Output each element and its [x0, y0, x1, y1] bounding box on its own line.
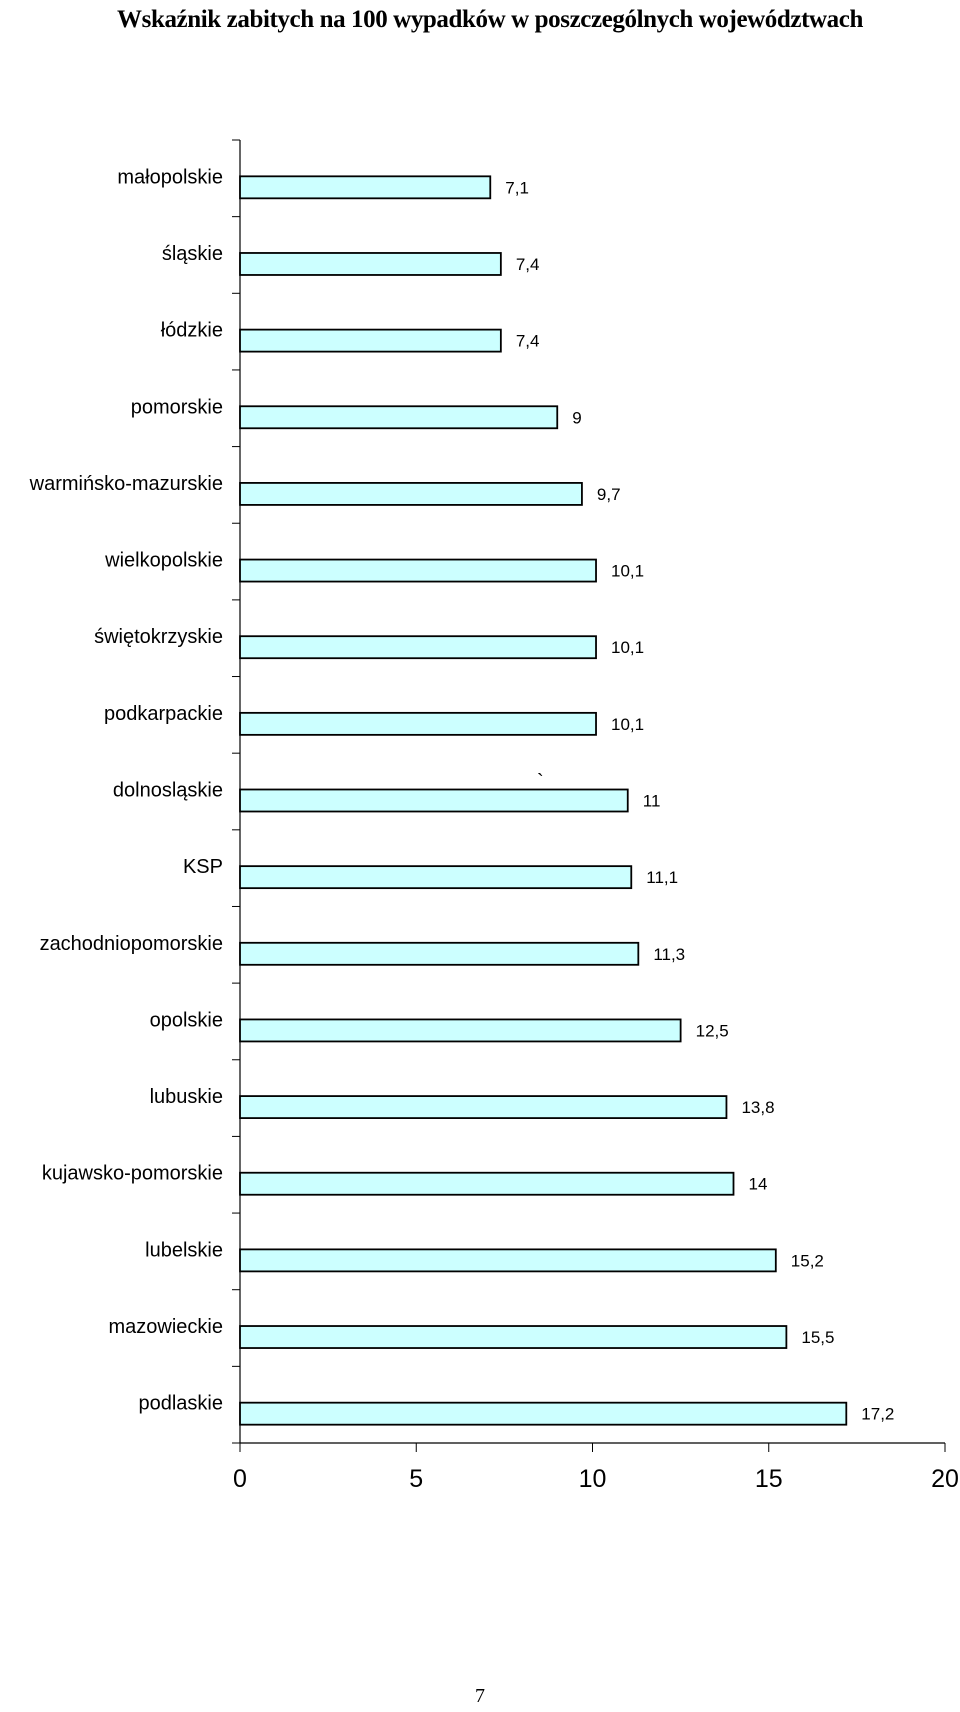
chart-bars [239, 175, 848, 1426]
category-label: kujawsko-pomorskie [42, 1163, 223, 1185]
category-label: zachodniopomorskie [40, 933, 223, 955]
category-label: podlaskie [138, 1393, 223, 1415]
category-label: wielkopolskie [104, 550, 223, 572]
page-number: 7 [475, 1685, 485, 1707]
bar [239, 328, 502, 353]
value-label: 7,4 [516, 332, 540, 351]
bar [239, 635, 597, 660]
category-label: warmińsko-mazurskie [29, 473, 223, 495]
value-label: 9,7 [597, 485, 621, 504]
bar [239, 1325, 788, 1349]
value-label: 10,1 [611, 638, 644, 657]
bar [239, 1171, 735, 1196]
x-tick-label: 0 [233, 1465, 247, 1493]
value-label: 10,1 [611, 715, 644, 734]
x-tick-label: 20 [931, 1465, 959, 1493]
bar [239, 558, 597, 583]
value-label: 9 [572, 408, 581, 427]
x-tick-label: 15 [755, 1465, 783, 1493]
category-label: świętokrzyskie [94, 626, 223, 648]
bar [239, 941, 640, 966]
category-label: podkarpackie [104, 703, 223, 725]
value-label: 11,3 [653, 945, 685, 964]
value-label: 15,2 [791, 1251, 824, 1270]
bar [239, 865, 633, 890]
category-label: KSP [183, 856, 223, 878]
value-label: 14 [749, 1175, 768, 1194]
category-label: lubuskie [150, 1086, 223, 1108]
chart-title: Wskaźnik zabitych na 100 wypadków w posz… [117, 6, 863, 33]
value-label: 11,1 [646, 868, 678, 887]
category-label: łódzkie [161, 320, 223, 342]
x-tick-labels: 0 5 10 15 20 [233, 1465, 959, 1493]
value-label: 11 [643, 792, 661, 811]
bar [239, 1018, 682, 1043]
value-label: 17,2 [861, 1405, 894, 1424]
bar [239, 711, 597, 736]
value-label: 13,8 [741, 1098, 774, 1117]
bar [239, 405, 559, 430]
value-label: 15,5 [801, 1328, 834, 1347]
bar [239, 252, 502, 276]
category-label: śląskie [162, 243, 223, 265]
category-label: pomorskie [131, 396, 223, 418]
category-label: lubelskie [145, 1239, 223, 1261]
category-label: mazowieckie [109, 1316, 223, 1338]
stray-backtick-mark: ` [537, 771, 544, 793]
value-label: 10,1 [611, 562, 644, 581]
bar [239, 175, 492, 200]
category-label: małopolskie [117, 166, 223, 188]
bar [239, 788, 629, 813]
bar [239, 1248, 777, 1273]
value-label: 12,5 [696, 1021, 729, 1040]
category-label: opolskie [150, 1009, 223, 1031]
bar [239, 482, 583, 506]
annotations: ` [537, 771, 544, 793]
bar [239, 1095, 728, 1119]
category-labels: małopolskie śląskie łódzkie pomorskie warmiń… [29, 166, 223, 1414]
bar [239, 1401, 848, 1426]
value-labels: 7,1 7,4 7,4 9 9,7 10,1 10,1 10,1 11 11,1 11,3 12,5 1… [505, 178, 894, 1423]
x-tick-label: 5 [409, 1465, 423, 1493]
x-tick-label: 10 [579, 1465, 607, 1493]
category-label: dolnosląskie [113, 780, 223, 802]
value-label: 7,4 [516, 255, 540, 274]
value-label: 7,1 [505, 178, 529, 197]
